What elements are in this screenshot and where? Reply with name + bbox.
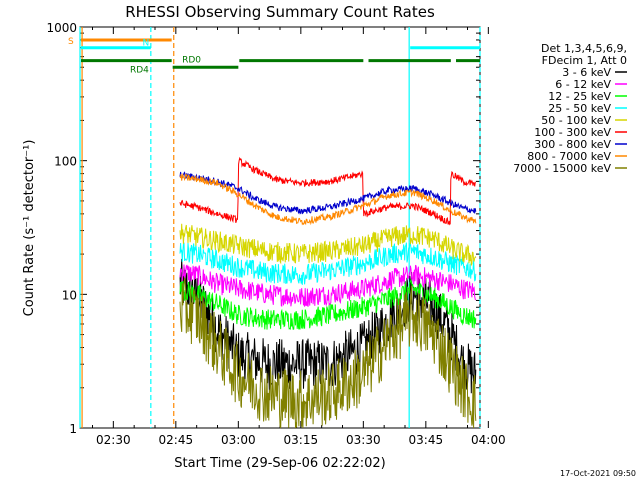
y-tick-label: 100 xyxy=(54,155,77,169)
x-tick-label: 02:45 xyxy=(159,433,194,447)
legend-label: 50 - 100 keV xyxy=(541,114,611,127)
x-tick-label: 04:00 xyxy=(471,433,506,447)
y-tick-label: 1000 xyxy=(46,21,77,35)
series-line xyxy=(179,258,477,394)
attenuator-flags: S N RD4 RD0 xyxy=(68,37,480,76)
flag-label: RD0 xyxy=(182,56,201,66)
legend-label: 100 - 300 keV xyxy=(534,126,611,139)
series-line xyxy=(179,264,477,307)
legend-label: 300 - 800 keV xyxy=(534,138,611,151)
series-line xyxy=(179,242,477,285)
series-line xyxy=(179,223,477,267)
x-tick-label: 03:15 xyxy=(284,433,319,447)
series-line xyxy=(179,277,477,429)
vertical-markers xyxy=(79,27,481,428)
chart-title: RHESSI Observing Summary Count Rates xyxy=(125,3,435,21)
legend-label: 25 - 50 keV xyxy=(548,102,611,115)
series-line xyxy=(179,156,476,226)
y-tick-label: 10 xyxy=(62,288,77,302)
legend: Det 1,3,4,5,6,9,FDecim 1, Att 03 - 6 keV… xyxy=(513,42,627,175)
flag-label: N xyxy=(143,39,150,49)
x-axis-label: Start Time (29-Sep-06 02:22:02) xyxy=(174,456,385,471)
series-line xyxy=(179,172,477,226)
x-tick-label: 03:30 xyxy=(346,433,381,447)
legend-header: Det 1,3,4,5,6,9, xyxy=(541,42,627,55)
legend-label: 12 - 25 keV xyxy=(548,90,611,103)
series-line xyxy=(179,171,477,215)
legend-label: 3 - 6 keV xyxy=(562,66,611,79)
y-tick-labels: 1 10 100 1000 xyxy=(46,21,77,436)
axis-ticks xyxy=(80,27,489,429)
footer-date: 17-Oct-2021 09:50 xyxy=(560,469,636,478)
series-line xyxy=(179,279,477,331)
series-lines xyxy=(179,156,477,429)
legend-label: 800 - 7000 keV xyxy=(527,150,611,163)
y-axis-label: Count Rate (s⁻¹ detector⁻¹) xyxy=(22,140,37,317)
legend-label: 6 - 12 keV xyxy=(555,78,611,91)
legend-label: 7000 - 15000 keV xyxy=(513,162,611,175)
flag-label: S xyxy=(68,37,74,47)
y-tick-label: 1 xyxy=(69,422,77,436)
x-tick-labels: 02:30 02:45 03:00 03:15 03:30 03:45 04:00 xyxy=(96,433,506,447)
x-tick-label: 03:45 xyxy=(409,433,444,447)
flag-label: RD4 xyxy=(130,66,149,76)
x-tick-label: 03:00 xyxy=(221,433,256,447)
legend-header: FDecim 1, Att 0 xyxy=(542,54,627,67)
x-tick-label: 02:30 xyxy=(96,433,131,447)
